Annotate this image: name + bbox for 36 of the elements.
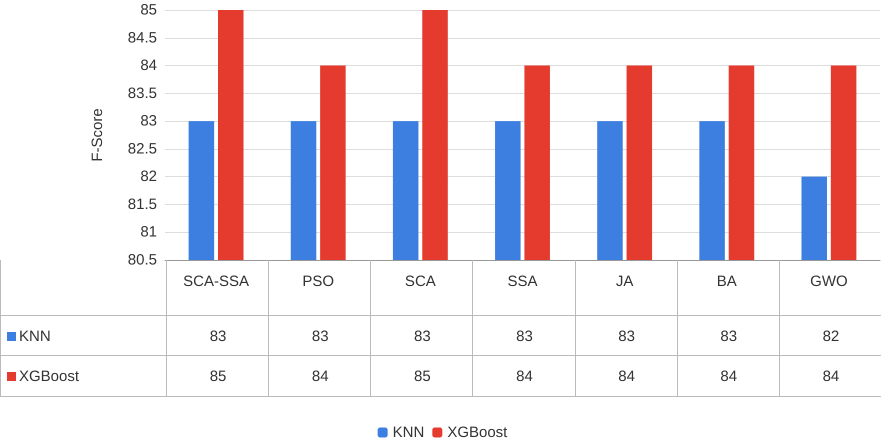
y-tick-label: 82.5 [128,140,157,158]
y-tick-label: 84 [140,57,157,74]
x-tick-label: GWO [810,273,848,290]
text: XGBoost [19,368,80,384]
legend-label: XGBoost [447,424,508,441]
y-tick-label: 82 [140,168,157,186]
x-tick-label: SSA [507,273,538,290]
y-axis-title: F-Score [89,108,106,162]
data-label: 82 [778,316,882,356]
data-label: 83 [268,316,372,356]
data-label: 83 [166,316,270,356]
y-tick-label: 83 [140,112,157,130]
data-label: 83 [472,316,576,356]
data-label: 83 [676,316,780,356]
x-tick-label: SCA-SSA [183,273,249,290]
data-label: 84 [778,356,882,396]
text: KNN [392,424,424,441]
y-tick-label: 81 [140,224,157,241]
data-label: 85 [370,356,474,396]
y-tick-label: 85 [140,2,157,18]
x-tick-label: JA [616,273,634,290]
y-tick-label: 83.5 [128,84,157,102]
y-tick-label: 80.5 [128,252,157,268]
x-tick-label: PSO [302,273,334,290]
data-label: 84 [676,356,780,396]
legend-label: KNN [19,328,51,344]
data-label: 84 [472,356,576,396]
data-label: 83 [574,316,678,356]
y-tick-label: 81.5 [128,196,157,213]
data-label: 85 [166,356,270,396]
data-label: 84 [268,356,372,396]
x-tick-label: BA [716,273,737,290]
x-tick-label: SCA [404,273,436,290]
y-tick-label: 84.5 [128,29,157,46]
data-label: 83 [370,316,474,356]
data-label: 84 [574,356,678,396]
